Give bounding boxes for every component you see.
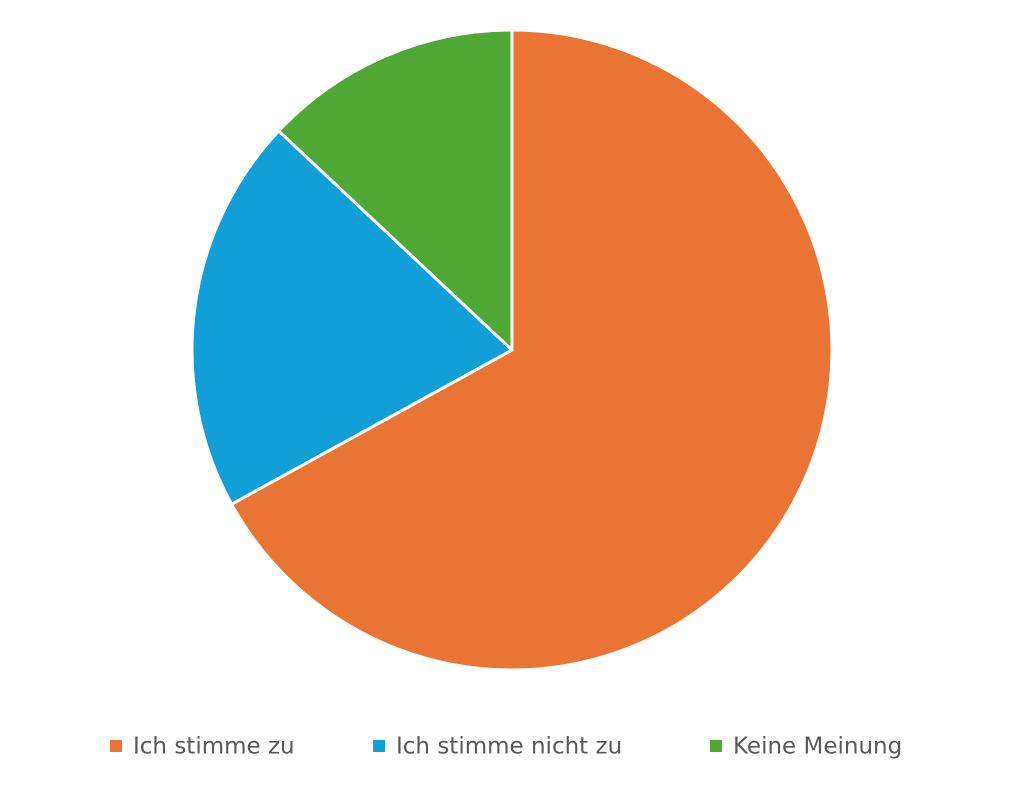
legend-swatch [710, 740, 722, 752]
pie-slice [190, 129, 514, 506]
legend-label: Ich stimme nicht zu [396, 734, 622, 760]
pie-slice [230, 28, 834, 672]
legend-label: Ich stimme zu [133, 734, 295, 760]
legend-label: Keine Meinung [733, 734, 902, 760]
legend-swatch [110, 740, 122, 752]
legend-swatch [373, 740, 385, 752]
pie-slice [277, 28, 514, 352]
